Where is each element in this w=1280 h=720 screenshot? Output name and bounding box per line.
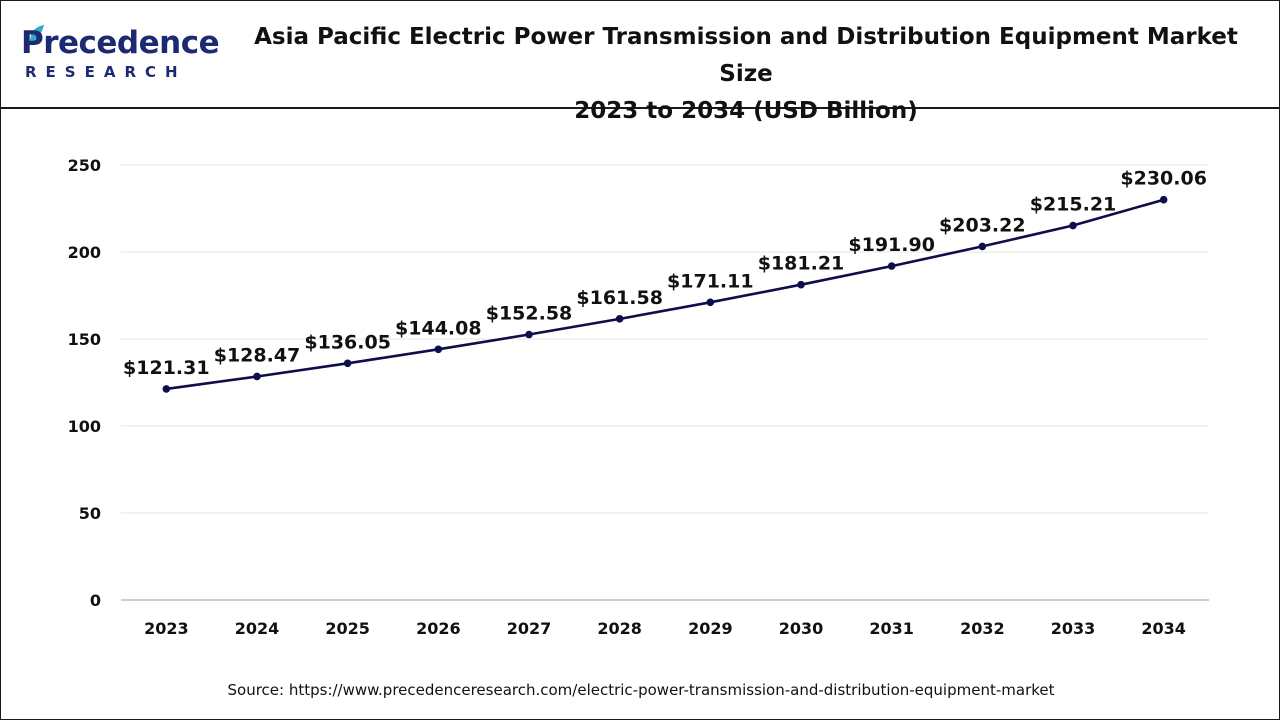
grid-layer	[121, 164, 1209, 514]
data-label-2031: $191.90	[848, 234, 935, 256]
precedence-research-logo: Precedence RESEARCH	[21, 23, 221, 87]
x-tick-label-2033: 2033	[1051, 619, 1096, 638]
data-point-2032	[978, 242, 987, 251]
x-tick-label-2028: 2028	[597, 619, 642, 638]
logo-wordmark: Precedence	[21, 25, 220, 61]
x-tick-label-2031: 2031	[869, 619, 914, 638]
line-chart: 0 50 100 150 200 250 2023 2024 2025 2026 2027 2028 2…	[68, 156, 1209, 638]
data-label-2034: $230.06	[1120, 168, 1207, 190]
source-note: Source: https://www.precedenceresearch.c…	[227, 681, 1055, 699]
data-point-2024	[253, 372, 261, 381]
x-tick-label-2026: 2026	[416, 619, 461, 638]
x-tick-label-2024: 2024	[235, 619, 280, 638]
chart-title: Asia Pacific Electric Power Transmission…	[231, 19, 1261, 130]
data-point-2025	[343, 359, 352, 368]
line-layer	[166, 198, 1165, 391]
data-point-2023	[162, 385, 171, 393]
logo-subtitle: RESEARCH	[25, 63, 187, 81]
data-point-2030	[797, 280, 805, 289]
y-tick-label-100: 100	[68, 417, 101, 436]
y-tick-label-250: 250	[68, 156, 101, 175]
data-point-2028	[615, 315, 624, 323]
x-tick-label-2032: 2032	[960, 619, 1005, 638]
data-point-2033	[1069, 221, 1077, 230]
chart-title-line2: 2023 to 2034 (USD Billion)	[574, 98, 918, 124]
data-label-2026: $144.08	[395, 317, 482, 339]
data-label-2029: $171.11	[667, 270, 754, 292]
y-tick-label-50: 50	[79, 504, 101, 523]
data-label-2032: $203.22	[939, 214, 1026, 236]
data-label-2033: $215.21	[1030, 194, 1117, 216]
x-tick-label-2030: 2030	[779, 619, 824, 638]
x-tick-label-2023: 2023	[144, 619, 189, 638]
y-tick-label-150: 150	[68, 330, 101, 349]
data-label-2030: $181.21	[758, 253, 845, 275]
y-tick-label-200: 200	[68, 243, 101, 262]
data-label-2028: $161.58	[576, 287, 663, 309]
point-layer	[162, 195, 1168, 393]
data-label-2023: $121.31	[123, 357, 210, 379]
data-point-2029	[706, 298, 715, 307]
data-point-2027	[525, 330, 533, 339]
chart-title-line1: Asia Pacific Electric Power Transmission…	[254, 24, 1238, 87]
x-tick-label-2029: 2029	[688, 619, 733, 638]
data-point-2026	[434, 345, 443, 354]
series-line	[166, 198, 1165, 391]
x-tick-label-2034: 2034	[1141, 619, 1186, 638]
leaf-icon	[30, 25, 44, 43]
label-layer: $121.31$128.47$136.05$144.08$152.58$161.…	[123, 168, 1207, 379]
axis-layer: 0 50 100 150 200 250 2023 2024 2025 2026 2027 2028 2…	[68, 156, 1209, 638]
x-tick-label-2025: 2025	[325, 619, 370, 638]
data-label-2025: $136.05	[304, 331, 391, 353]
chart-header: Precedence RESEARCH Asia Pacific Electri…	[1, 1, 1279, 124]
data-label-2027: $152.58	[486, 303, 573, 325]
data-label-2024: $128.47	[214, 344, 301, 366]
data-point-2034	[1159, 195, 1168, 204]
x-tick-label-2027: 2027	[507, 619, 552, 638]
y-tick-label-0: 0	[90, 591, 101, 610]
data-point-2031	[887, 262, 896, 270]
